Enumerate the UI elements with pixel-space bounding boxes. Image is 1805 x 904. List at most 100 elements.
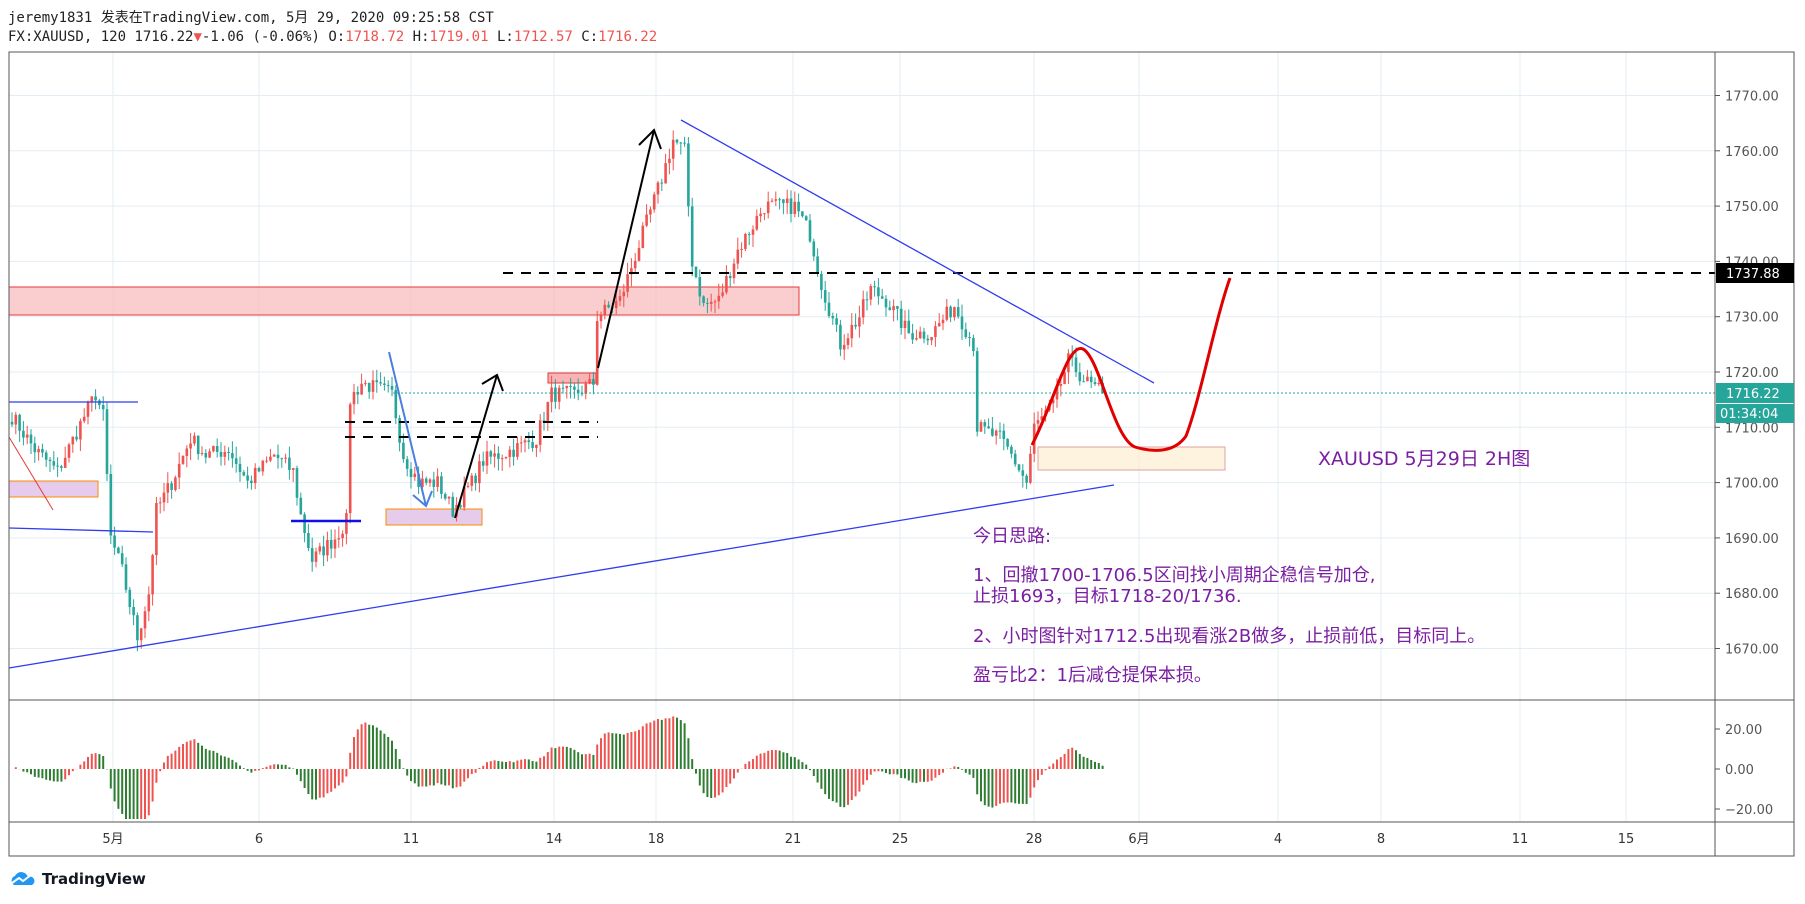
candle-body — [394, 389, 398, 419]
note-line-2: 止损1693，目标1718-20/1736. — [973, 586, 1242, 607]
candle-body — [770, 200, 774, 202]
candle-body — [516, 443, 519, 457]
candle-body — [618, 296, 622, 301]
tradingview-logo[interactable]: TradingView — [8, 870, 146, 888]
candle-body — [903, 320, 907, 328]
candle-body — [117, 547, 120, 554]
candle-body — [265, 460, 268, 462]
candle-body — [48, 459, 52, 462]
candle-body — [75, 436, 78, 440]
black-up-arrow-2[interactable] — [597, 128, 662, 369]
candle-body — [801, 211, 804, 217]
candle-body — [79, 421, 82, 440]
candle-body — [660, 182, 664, 184]
projection-curve[interactable] — [1030, 277, 1232, 452]
blue-down-arrow[interactable] — [388, 351, 433, 508]
candle-body — [554, 387, 557, 402]
candle-body — [607, 304, 610, 308]
candle-body — [652, 194, 656, 210]
candle-body — [728, 276, 732, 279]
price-tick-label: 1710.00 — [1725, 421, 1779, 436]
candle-body — [432, 479, 436, 487]
candle-body — [823, 290, 827, 303]
time-tick-label: 14 — [546, 832, 563, 847]
candle-body — [633, 260, 637, 269]
grid — [9, 52, 1715, 822]
candle-body — [246, 475, 249, 481]
candle-body — [706, 302, 709, 304]
candle-body — [253, 467, 257, 484]
candle-body — [481, 461, 485, 466]
candle-body — [147, 594, 151, 612]
candle-body — [155, 502, 158, 556]
candle-body — [945, 306, 949, 320]
candle-body — [569, 385, 572, 387]
candle-body — [694, 266, 698, 278]
candle-body — [200, 453, 204, 455]
candle-body — [52, 461, 56, 466]
black-up-arrow-1[interactable] — [454, 373, 504, 519]
candle-body — [565, 385, 569, 389]
support-box-left[interactable] — [8, 480, 99, 498]
candle-body — [177, 463, 181, 478]
candle-body — [18, 414, 21, 431]
candle-body — [782, 199, 785, 204]
candle-body — [725, 276, 728, 293]
price-tick-label: 1750.00 — [1725, 200, 1779, 215]
price-tick-label: 1730.00 — [1725, 311, 1779, 326]
horizontal-line-left-low[interactable] — [8, 527, 154, 533]
candle-body — [485, 451, 489, 466]
level-price-label: 1737.88 — [1726, 267, 1780, 282]
candle-body — [466, 485, 470, 487]
open-label: O: — [328, 29, 346, 45]
candle-body — [181, 455, 185, 464]
osc-tick-label: 20.00 — [1725, 723, 1762, 738]
support-box-mid[interactable] — [385, 508, 483, 526]
candle-body — [892, 306, 895, 311]
level-price-tag — [1716, 263, 1794, 283]
candle-body — [162, 492, 166, 503]
candle-body — [641, 225, 645, 248]
candle-body — [341, 533, 344, 539]
candle-body — [877, 287, 880, 297]
candle-body — [561, 387, 565, 389]
candle-body — [288, 457, 291, 470]
candle-body — [956, 307, 960, 317]
candle-body — [1097, 382, 1101, 385]
candle-body — [531, 442, 534, 448]
buy-zone[interactable] — [1037, 446, 1226, 471]
candle-body — [850, 324, 854, 339]
candle-body — [630, 268, 633, 275]
candle-body — [690, 206, 694, 267]
candle-body — [158, 502, 162, 504]
time-tick-label: 4 — [1274, 832, 1282, 847]
oscillator-histogram — [14, 716, 1104, 819]
candle-body — [120, 553, 124, 565]
red-trendline[interactable] — [8, 436, 54, 511]
candle-body — [732, 263, 736, 279]
candle-body — [371, 380, 375, 392]
candle-body — [937, 323, 941, 327]
candle-body — [842, 344, 846, 350]
candle-body — [25, 434, 29, 438]
ascending-trendline[interactable] — [8, 484, 1115, 669]
descending-trendline[interactable] — [680, 119, 1155, 384]
candle-body — [440, 476, 443, 494]
candle-body — [402, 442, 405, 460]
candle-body — [280, 458, 284, 460]
close-value: 1716.22 — [598, 29, 658, 45]
candle-body — [865, 299, 869, 301]
axes: 5月 6 11 14 18 21 25 28 6月 4 8 11 15 1770.00 1760.00 175… — [102, 90, 1778, 848]
candle-body — [424, 478, 428, 483]
note-heading: 今日思路: — [973, 526, 1052, 547]
high-value: 1719.01 — [429, 29, 489, 45]
candle-body — [71, 436, 75, 445]
candle-body — [318, 546, 322, 552]
candle-body — [105, 409, 109, 474]
resistance-zone[interactable] — [8, 286, 800, 316]
candle-body — [816, 256, 819, 274]
symbol[interactable]: FX:XAUUSD, 120 — [8, 29, 127, 45]
down-triangle-icon: ▼ — [193, 29, 202, 45]
candle-body — [649, 209, 652, 215]
